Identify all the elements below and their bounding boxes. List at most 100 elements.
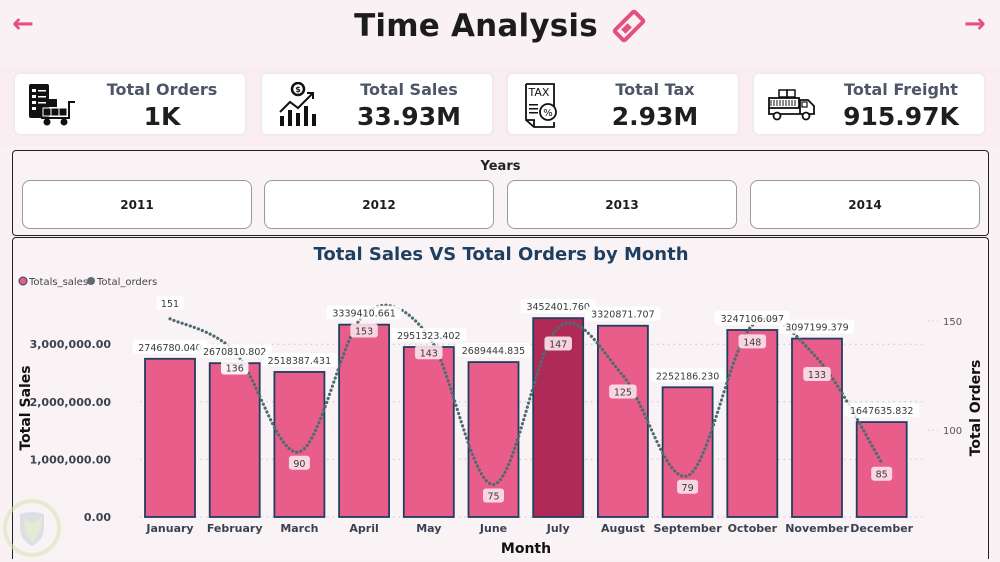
orders-label-bg bbox=[609, 384, 637, 399]
kpi-card-total-sales: $ Total Sales 33.93M bbox=[261, 73, 493, 135]
bar-april bbox=[338, 323, 391, 518]
sales-label-bg bbox=[391, 328, 467, 343]
orders-label-bg bbox=[156, 295, 184, 310]
sales-data-label: 2689444.835 bbox=[462, 346, 525, 357]
y2-tick-label: 100 bbox=[943, 426, 962, 437]
sales-label-bg bbox=[326, 305, 402, 320]
orders-data-label: 75 bbox=[487, 492, 499, 503]
legend-label-sales[interactable]: Totals_sales bbox=[28, 277, 88, 288]
kpi-value: 1K bbox=[143, 102, 181, 131]
sales-data-label: 2518387.431 bbox=[268, 356, 331, 367]
page-title-container: Time Analysis bbox=[0, 8, 1000, 44]
orders-data-label: 148 bbox=[743, 337, 761, 348]
kpi-label: Total Orders bbox=[106, 80, 218, 99]
kpi-value: 2.93M bbox=[611, 102, 699, 131]
kpi-label: Total Freight bbox=[844, 80, 958, 99]
line-series-orders bbox=[168, 303, 884, 487]
kpi-value: 33.93M bbox=[357, 102, 461, 131]
orders-data-label: 147 bbox=[549, 340, 567, 351]
orders-label-bg bbox=[288, 455, 310, 470]
y-tick-label: 2,000,000.00 bbox=[30, 396, 112, 409]
x-axis: January February March April May June July Augu… bbox=[145, 522, 913, 535]
orders-data-label: 85 bbox=[876, 470, 888, 481]
sales-label-bg bbox=[585, 306, 661, 321]
x-tick-label: November bbox=[785, 522, 849, 535]
orders-label-bg bbox=[483, 488, 504, 503]
x-axis-title: Month bbox=[501, 541, 551, 557]
legend-label-orders[interactable]: Total_orders bbox=[96, 277, 157, 288]
x-tick-label: January bbox=[145, 522, 193, 535]
x-tick-label: December bbox=[850, 522, 913, 535]
x-tick-label: September bbox=[653, 522, 722, 535]
y2-tick-label: 150 bbox=[943, 317, 962, 328]
orders-label-bg bbox=[544, 336, 572, 351]
sales-data-label: 2670810.802 bbox=[203, 347, 266, 358]
chart-legend: Totals_sales Total_orders bbox=[18, 276, 157, 288]
y-tick-label: 1,000,000.00 bbox=[30, 453, 112, 466]
bar-series-sales bbox=[144, 317, 908, 518]
orders-line bbox=[168, 303, 884, 487]
year-button-2013[interactable]: 2013 bbox=[507, 180, 737, 229]
orders-label-bg bbox=[871, 466, 893, 481]
bar-october bbox=[726, 329, 779, 518]
sales-label-bg bbox=[650, 368, 726, 383]
tax-document-icon: TAX % bbox=[525, 83, 557, 128]
orders-data-label: 90 bbox=[293, 459, 305, 470]
orders-data-label: 153 bbox=[355, 326, 373, 337]
kpi-label: Total Tax bbox=[615, 80, 695, 99]
orders-label-bg bbox=[738, 334, 767, 349]
legend-swatch-orders bbox=[87, 277, 95, 285]
sales-label-bg bbox=[520, 299, 596, 314]
year-button-2011[interactable]: 2011 bbox=[22, 180, 252, 229]
y-axis-left: 0.00 1,000,000.00 2,000,000.00 3,000,000.00 bbox=[30, 338, 112, 524]
orders-label-bg bbox=[350, 323, 378, 338]
sales-data-label: 2951323.402 bbox=[397, 331, 460, 342]
svg-text:TAX: TAX bbox=[528, 86, 550, 99]
bar-august bbox=[597, 324, 649, 518]
freight-truck-icon bbox=[768, 89, 815, 121]
orders-data-label: 125 bbox=[614, 388, 632, 399]
sales-label-bg bbox=[844, 403, 920, 418]
x-tick-label: April bbox=[349, 522, 378, 535]
kpi-card-total-tax: TAX % Total Tax 2.93M bbox=[507, 73, 739, 135]
x-tick-label: July bbox=[546, 522, 570, 535]
back-arrow-icon[interactable]: ← bbox=[12, 9, 34, 39]
y-tick-label: 0.00 bbox=[84, 511, 111, 524]
year-button-2012[interactable]: 2012 bbox=[264, 180, 494, 229]
bar-november bbox=[791, 337, 843, 518]
next-arrow-icon[interactable]: → bbox=[964, 9, 986, 39]
sales-label-bg bbox=[455, 343, 532, 358]
orders-label-bg bbox=[415, 345, 443, 360]
ticket-icon bbox=[612, 9, 646, 43]
kpi-card-total-orders: Total Orders 1K bbox=[14, 73, 246, 135]
sales-data-label: 2252186.230 bbox=[656, 371, 719, 382]
x-tick-label: March bbox=[280, 522, 318, 535]
bar-march bbox=[273, 371, 326, 518]
x-tick-label: June bbox=[479, 522, 507, 535]
sales-data-label: 2746780.040 bbox=[138, 343, 201, 354]
x-tick-label: May bbox=[416, 522, 441, 535]
orders-data-label: 143 bbox=[420, 348, 438, 359]
x-tick-label: October bbox=[728, 522, 778, 535]
sales-data-label: 3247106.097 bbox=[721, 314, 784, 325]
bar-may bbox=[402, 346, 455, 518]
chart-title: Total Sales VS Total Orders by Month bbox=[313, 244, 688, 265]
y-axis-title: Total Sales bbox=[18, 365, 34, 450]
years-slicer: Years 2011 2012 2013 2014 bbox=[12, 150, 989, 236]
bar-september bbox=[661, 386, 714, 518]
sales-data-label: 3452401.760 bbox=[526, 302, 589, 313]
bar-february bbox=[208, 362, 261, 518]
years-slicer-title: Years bbox=[480, 159, 521, 174]
kpi-card-total-freight: Total Freight 915.97K bbox=[753, 73, 985, 135]
orders-label-bg bbox=[803, 367, 831, 382]
y-axis-right: 100 150 bbox=[928, 317, 962, 437]
kpi-value: 915.97K bbox=[843, 102, 959, 131]
page-title: Time Analysis bbox=[354, 8, 598, 44]
year-button-2014[interactable]: 2014 bbox=[750, 180, 980, 229]
y-tick-label: 3,000,000.00 bbox=[30, 338, 112, 351]
sales-data-label: 3097199.379 bbox=[785, 323, 848, 334]
x-tick-label: February bbox=[207, 522, 263, 535]
watermark-logo-icon bbox=[3, 499, 61, 557]
